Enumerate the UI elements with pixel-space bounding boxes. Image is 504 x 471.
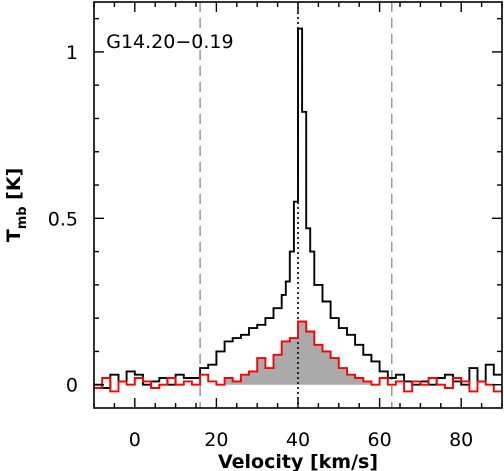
x-tick-label: 0 — [129, 429, 141, 451]
axis-ticks: 0 20 40 60 80 0 0.5 1 — [48, 2, 503, 451]
x-tick-label: 40 — [286, 429, 310, 451]
x-tick-label: 80 — [449, 429, 473, 451]
y-axis-title-unit: [K] — [3, 168, 25, 207]
y-axis-title: Tmb [K] — [3, 168, 30, 243]
plot-layer — [94, 2, 502, 408]
x-tick-label: 20 — [204, 429, 228, 451]
x-axis-title: Velocity [km/s] — [218, 451, 378, 471]
y-axis-title-main: T — [3, 229, 25, 242]
y-tick-label: 1 — [66, 42, 78, 64]
source-label: G14.20−0.19 — [106, 31, 233, 53]
x-tick-label: 60 — [368, 429, 392, 451]
y-axis-title-subscript: mb — [15, 206, 30, 229]
plot-area — [94, 2, 502, 408]
y-tick-label: 0.5 — [48, 208, 78, 230]
series-1-line — [94, 320, 502, 393]
y-tick-label: 0 — [66, 375, 78, 397]
